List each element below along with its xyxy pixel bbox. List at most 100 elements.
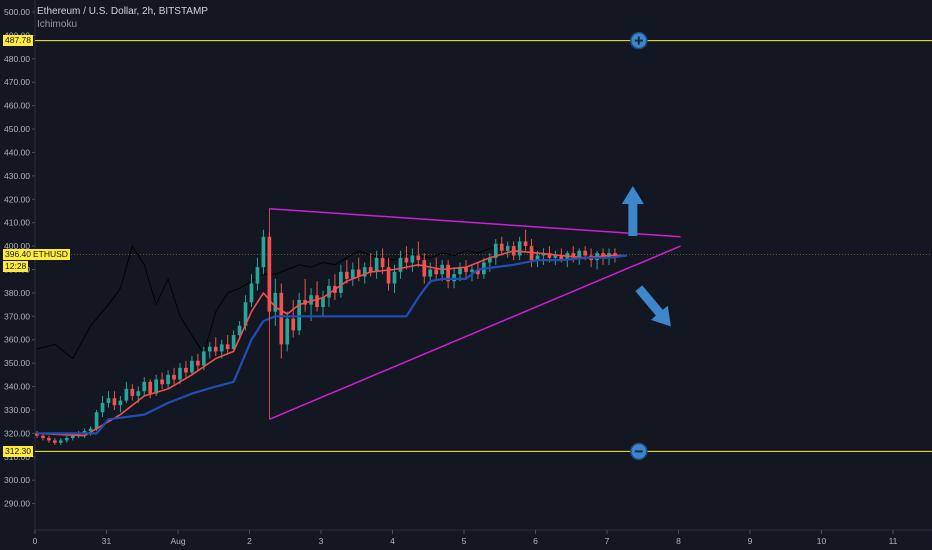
chikou-span <box>36 245 538 359</box>
candle-body <box>583 250 588 256</box>
y-tick-label: 330.00 <box>4 405 30 415</box>
candle-body <box>88 428 93 432</box>
y-tick-label: 400.00 <box>4 241 30 251</box>
annotations <box>621 31 671 461</box>
candle-body <box>190 360 194 373</box>
candle-body <box>255 267 260 284</box>
candle-body <box>374 257 379 272</box>
y-tick-label: 450.00 <box>4 124 30 134</box>
candle-body <box>535 255 540 261</box>
candle-body <box>315 295 319 307</box>
candle-body <box>339 271 343 293</box>
y-tick-label: 470.00 <box>4 77 30 87</box>
candle-body <box>225 344 230 350</box>
candle-body <box>130 388 135 396</box>
candle-body <box>434 269 439 275</box>
candle-body <box>309 295 313 305</box>
candle-body <box>172 374 176 380</box>
candle-body <box>416 255 421 261</box>
candle-body <box>279 292 284 345</box>
y-tick-label: 480.00 <box>4 54 30 64</box>
candle-body <box>82 431 87 434</box>
y-tick-label: 290.00 <box>4 499 30 509</box>
candle-body <box>231 335 236 350</box>
y-tick-label: 410.00 <box>4 218 30 228</box>
candle-body <box>136 391 141 396</box>
candle-body <box>613 253 617 256</box>
x-tick-label: 4 <box>390 536 395 546</box>
candle-body <box>100 402 105 413</box>
candle-body <box>487 257 492 263</box>
candle-body <box>291 318 296 331</box>
x-tick-label: 6 <box>533 536 538 546</box>
candle-body <box>356 269 361 277</box>
candle-body <box>154 379 159 394</box>
candle-body <box>249 283 254 303</box>
candle-body <box>94 412 99 429</box>
tenkan-line <box>36 250 627 437</box>
candle-body <box>327 285 331 298</box>
chikou-line <box>36 245 538 359</box>
candle-body <box>428 269 433 277</box>
candle-body <box>184 367 188 373</box>
down-arrow-shaft <box>635 285 665 318</box>
y-tick-label: 340.00 <box>4 382 30 392</box>
up-arrow-shaft <box>628 202 638 237</box>
candle-body <box>458 267 462 275</box>
y-tick-label: 460.00 <box>4 101 30 111</box>
indicator-label[interactable]: Ichimoku <box>37 19 78 30</box>
candle-body <box>446 264 450 282</box>
y-tick-label: 320.00 <box>4 428 30 438</box>
x-tick-label: 31 <box>102 536 112 546</box>
candle-body <box>499 243 504 251</box>
candle-body <box>559 255 564 261</box>
x-tick-label: 0 <box>33 536 38 546</box>
candle-body <box>112 398 117 406</box>
candle-body <box>505 246 510 251</box>
symbol-tag: ETHUSD <box>31 249 70 261</box>
kijun-sen <box>37 254 628 435</box>
x-tick-label: 9 <box>748 536 753 546</box>
candle-body <box>380 257 385 268</box>
candle-body <box>201 351 206 366</box>
chart-title: Ethereum / U.S. Dollar, 2h, BITSTAMP <box>37 6 208 17</box>
candle-body <box>160 379 164 385</box>
level-tag-top: 487.78 <box>3 35 33 47</box>
candle-body <box>76 433 81 436</box>
y-tick-label: 430.00 <box>4 171 30 181</box>
candle-body <box>523 241 528 247</box>
candle-body <box>148 381 153 394</box>
candle-body <box>41 435 45 439</box>
candle-body <box>261 236 266 268</box>
candle-body <box>213 346 218 352</box>
candle-body <box>273 292 278 312</box>
candle-body <box>422 260 427 277</box>
candle-body <box>47 438 51 441</box>
candle-body <box>70 435 75 439</box>
candle-body <box>350 269 355 279</box>
candle-body <box>392 271 397 284</box>
candle-body <box>124 388 129 401</box>
y-tick-label: 360.00 <box>4 335 30 345</box>
candle-body <box>142 381 147 392</box>
candle-body <box>547 253 552 258</box>
candle-body <box>321 297 325 307</box>
candle-body <box>35 433 39 436</box>
x-axis: 0 31 Aug 2 3 4 5 6 7 8 9 10 11 <box>33 529 932 546</box>
triangle-lower-line <box>269 245 681 420</box>
x-tick-label: 2 <box>247 536 252 546</box>
level-tag-bottom: 312.30 <box>3 445 33 457</box>
x-tick-label: 8 <box>676 536 681 546</box>
candle-body <box>368 267 373 272</box>
candle-body <box>398 257 403 272</box>
candle-body <box>571 253 576 258</box>
candle-body <box>476 269 480 275</box>
y-tick-label: 350.00 <box>4 358 30 368</box>
tenkan-sen <box>36 250 627 437</box>
candle-body <box>243 302 248 326</box>
y-tick-label: 380.00 <box>4 288 30 298</box>
candle-body <box>58 440 63 443</box>
down-arrow-head <box>650 305 671 327</box>
candle-body <box>219 344 224 352</box>
